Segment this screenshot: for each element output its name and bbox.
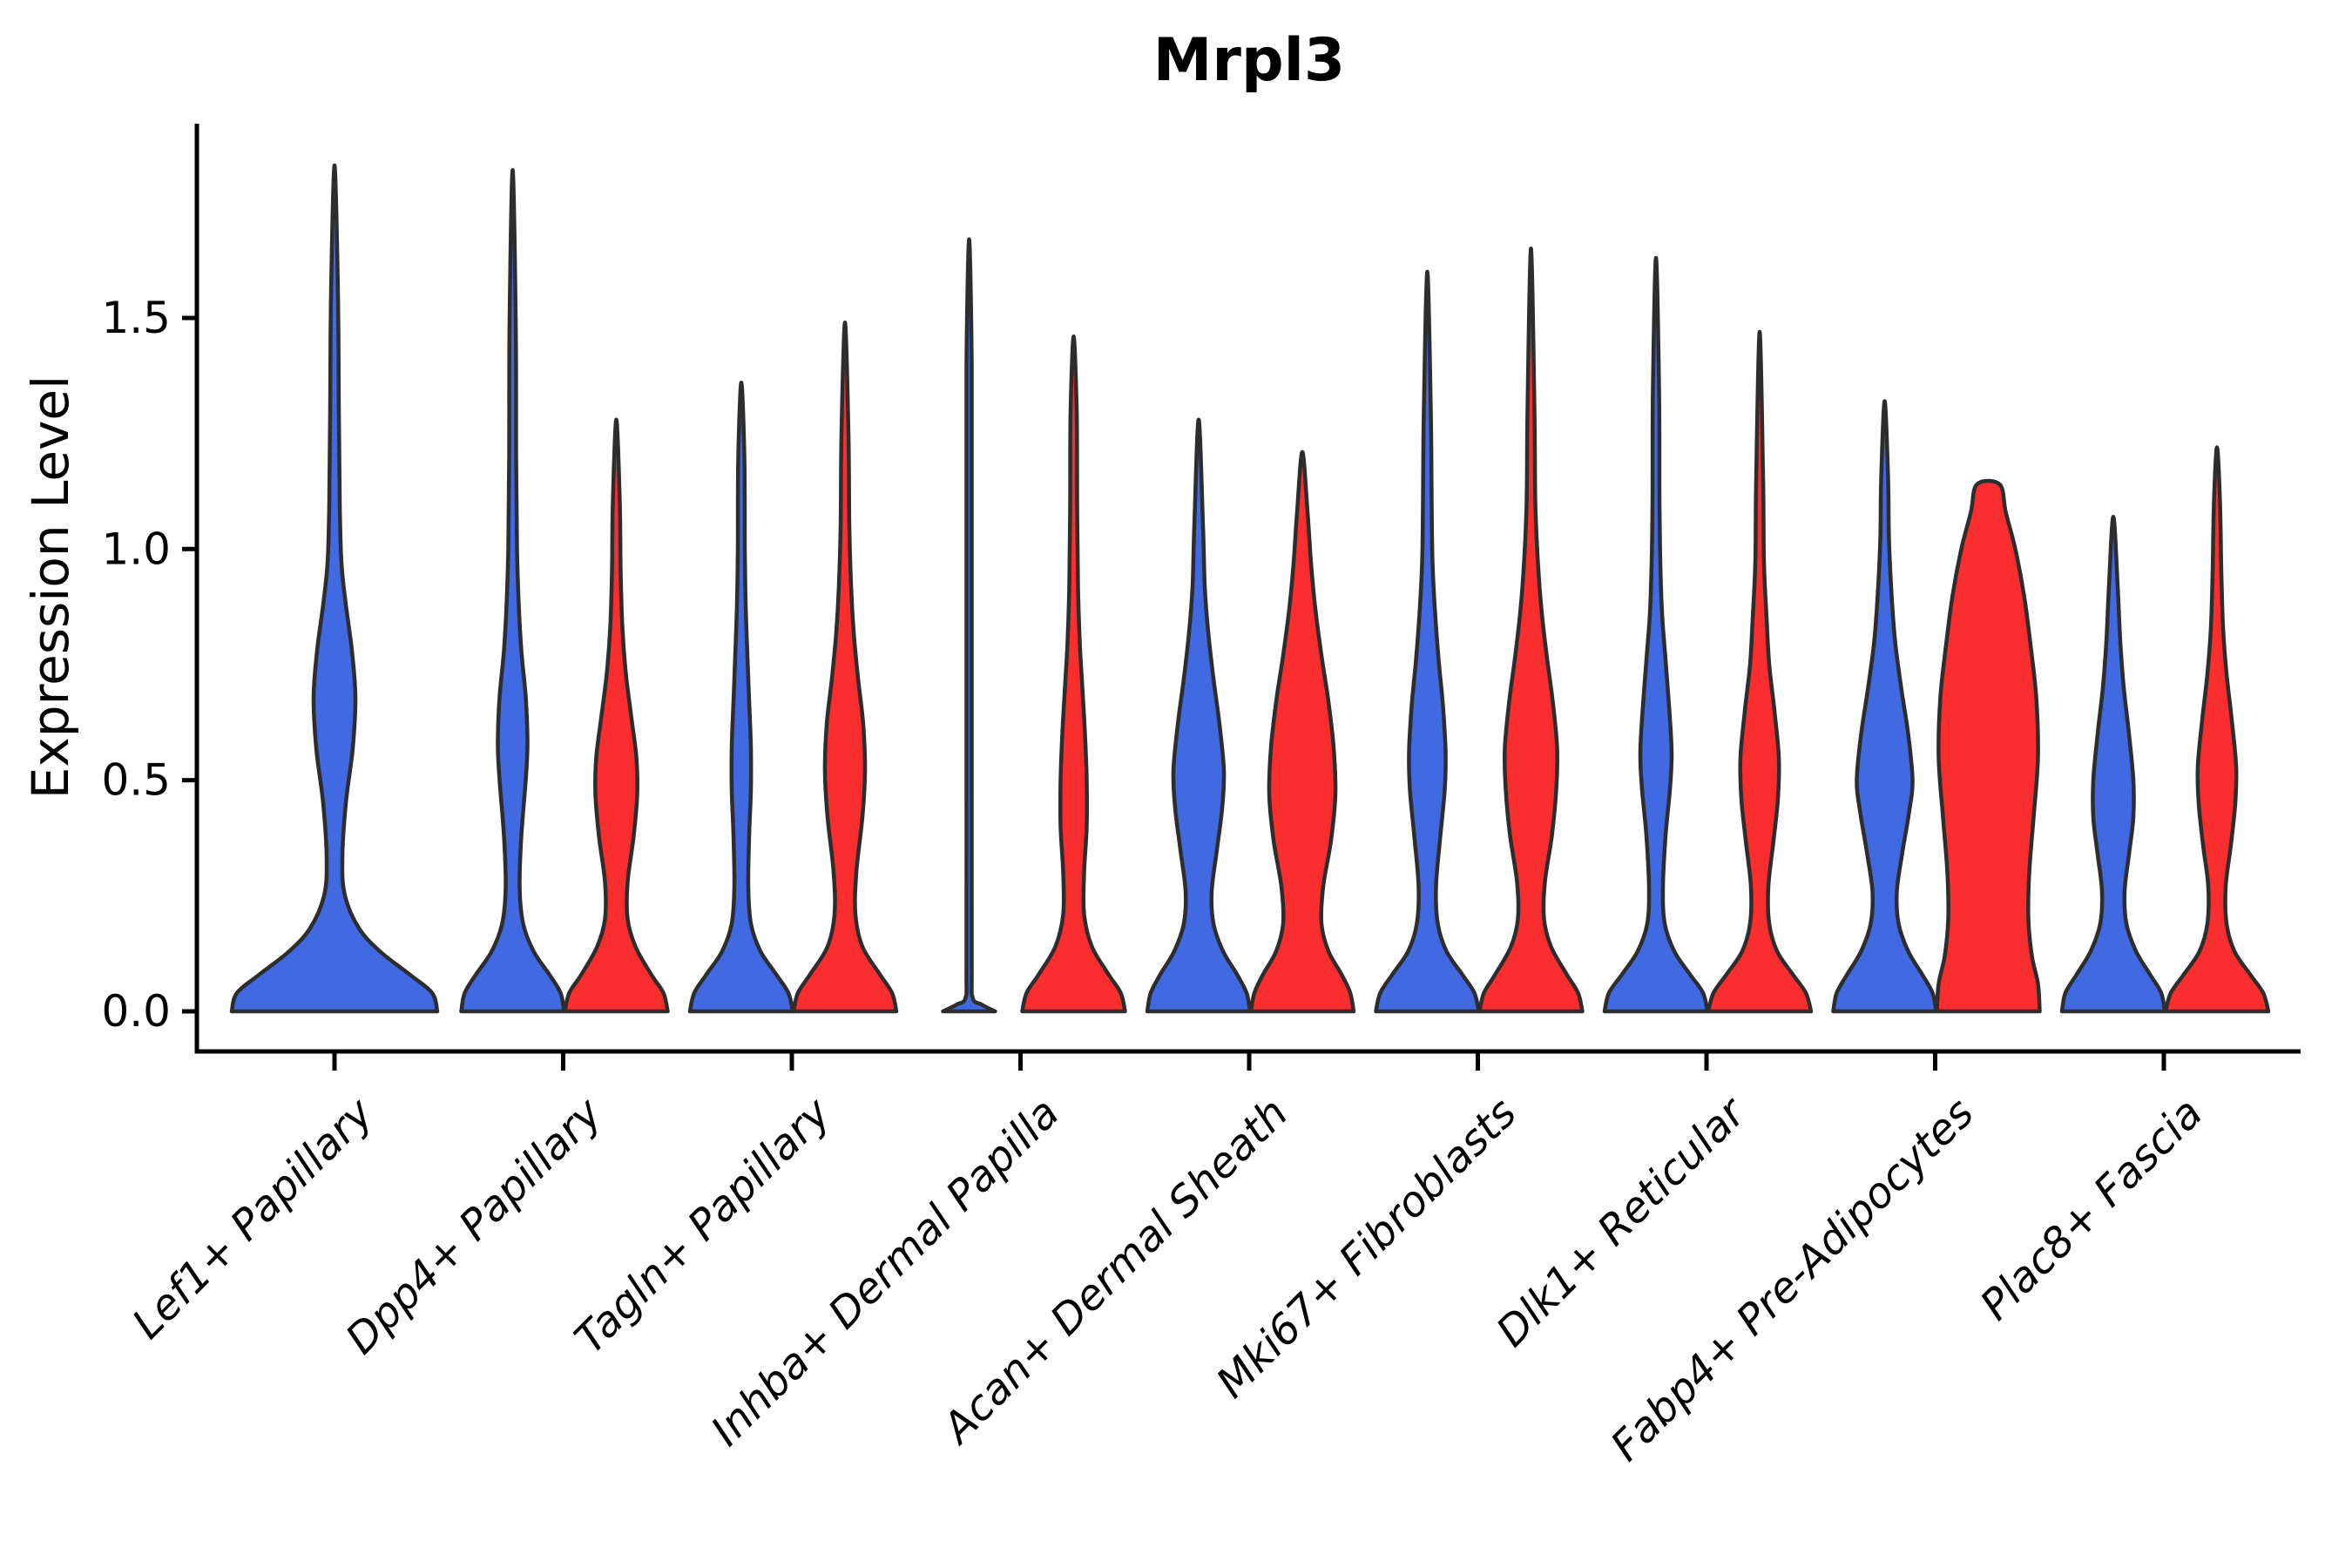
violin-dlk1-reticular-red (1706, 329, 1814, 1014)
x-tick-label: Dpp4+ Papillary (336, 1088, 612, 1363)
violins-layer (229, 163, 2271, 1014)
violin-inhba-dermal-papilla-blue (941, 237, 997, 1014)
violin-dpp4-papillary-red (563, 417, 670, 1014)
violin-dpp4-papillary-blue (459, 167, 566, 1014)
violin-fabp4-pre-adipocytes-red (1935, 478, 2042, 1014)
violin-plac8-fascia-red (2163, 445, 2271, 1014)
y-tick-label: 1.5 (101, 293, 171, 343)
y-tick-label: 1.0 (101, 524, 171, 574)
x-tick-label: Tagln+ Papillary (565, 1088, 841, 1363)
violin-mki67-fibroblasts-red (1477, 247, 1585, 1014)
violin-tagln-papillary-red (791, 321, 899, 1014)
y-tick-layer: 0.0 0.5 1.0 1.5 (101, 293, 197, 1037)
chart-title: Mrpl3 (1153, 26, 1346, 95)
y-tick-label: 0.0 (101, 986, 171, 1037)
violin-tagln-papillary-blue (687, 380, 795, 1014)
violin-fabp4-pre-adipocytes-blue (1831, 399, 1938, 1014)
violin-acan-dermal-sheath-blue (1145, 417, 1253, 1014)
violin-plac8-fascia-blue (2059, 514, 2167, 1014)
x-tick-label: Dlk1+ Reticular (1487, 1086, 1757, 1356)
x-tick-label: Fabp4+ Pre-Adipocytes (1601, 1089, 1984, 1471)
violin-lef1-papillary-blue (229, 163, 440, 1014)
x-tick-label: Lef1+ Papillary (123, 1088, 383, 1348)
violin-inhba-dermal-papilla-red (1020, 334, 1127, 1014)
x-tick-label: Plac8+ Fascia (1971, 1089, 2213, 1330)
violin-dlk1-reticular-blue (1602, 255, 1710, 1014)
axes-layer (194, 124, 2301, 1054)
violin-mki67-fibroblasts-blue (1374, 269, 1481, 1014)
violin-acan-dermal-sheath-red (1248, 449, 1356, 1014)
y-tick-label: 0.5 (101, 755, 171, 806)
y-axis-label: Expression Level (21, 375, 80, 799)
